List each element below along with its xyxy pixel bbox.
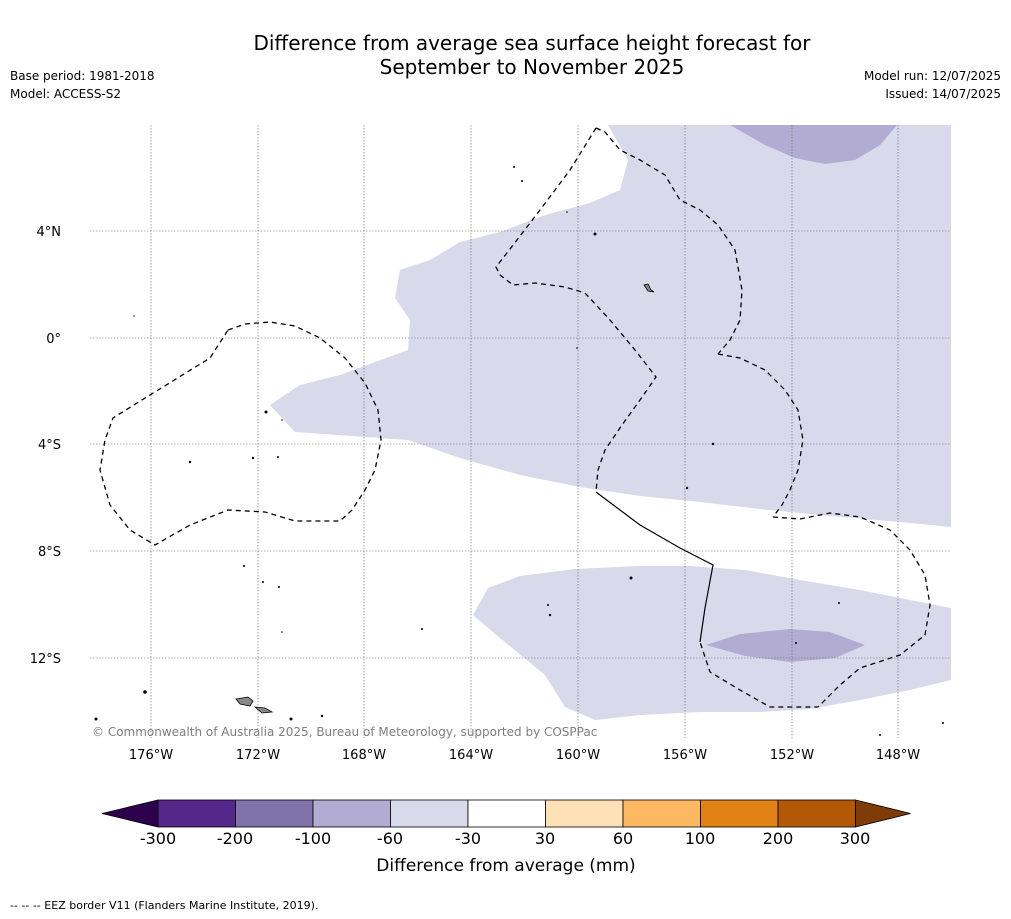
lon-label: 152°W — [770, 748, 814, 763]
lat-label: 4°S — [38, 438, 61, 453]
lon-label: 164°W — [449, 748, 493, 763]
gridlines — [90, 125, 951, 738]
eez-borders — [99, 127, 931, 708]
eez-border-solid — [595, 491, 714, 643]
colorbar-extend-low — [101, 799, 159, 828]
lon-label: 156°W — [663, 748, 707, 763]
lon-label: 176°W — [129, 748, 173, 763]
lat-label: 8°S — [38, 545, 61, 560]
colorbar-tick: -200 — [217, 829, 253, 848]
model-name: Model: ACCESS-S2 — [10, 87, 122, 101]
copyright-text: © Commonwealth of Australia 2025, Bureau… — [92, 725, 597, 739]
colorbar-segment — [777, 799, 856, 828]
lon-label: 168°W — [342, 748, 386, 763]
colorbar-label: Difference from average (mm) — [376, 856, 635, 876]
island-tutuila — [253, 706, 274, 714]
base-period: Base period: 1981-2018 — [10, 69, 155, 83]
anomaly-region-north — [270, 125, 951, 527]
colorbar-segment — [390, 799, 469, 828]
colorbar-tick: -60 — [377, 829, 403, 848]
issued-date: Issued: 14/07/2025 — [885, 87, 1001, 101]
lon-label: 172°W — [236, 748, 280, 763]
eez-border-west — [99, 321, 382, 546]
lon-label: 160°W — [556, 748, 600, 763]
colorbar-segment — [235, 799, 314, 828]
colorbar — [101, 799, 911, 828]
colorbar-tick: -300 — [140, 829, 176, 848]
lat-label: 4°N — [37, 225, 62, 240]
colorbar-extend-high — [855, 799, 911, 828]
colorbar-segment — [700, 799, 779, 828]
small-islands — [94, 166, 944, 736]
island-upolu — [235, 696, 254, 707]
footer-legend: -- -- -- EEZ border V11 (Flanders Marine… — [10, 899, 319, 912]
colorbar-segment — [622, 799, 701, 828]
lat-label: 12°S — [30, 652, 61, 667]
title-line-2: September to November 2025 — [379, 55, 685, 79]
islands — [235, 283, 655, 714]
eez-border-central — [495, 127, 931, 708]
colorbar-segment — [312, 799, 391, 828]
anomaly-region-dark-south — [706, 629, 865, 662]
colorbar-tick: -100 — [295, 829, 331, 848]
lat-label: 0° — [46, 332, 61, 347]
island-atoll — [643, 283, 655, 293]
colorbar-tick: 100 — [685, 829, 716, 848]
lon-label: 148°W — [876, 748, 920, 763]
colorbar-segment — [545, 799, 624, 828]
colorbar-segment — [157, 799, 236, 828]
anomaly-region-south — [473, 566, 951, 720]
colorbar-tick: 60 — [613, 829, 633, 848]
colorbar-segment — [467, 799, 546, 828]
title-line-1: Difference from average sea surface heig… — [253, 31, 811, 55]
anomaly-region-dark-north — [730, 125, 897, 164]
colorbar-tick: -30 — [455, 829, 481, 848]
colorbar-tick: 200 — [763, 829, 794, 848]
colorbar-tick: 30 — [535, 829, 555, 848]
model-run: Model run: 12/07/2025 — [863, 69, 1001, 83]
colorbar-tick: 300 — [840, 829, 871, 848]
